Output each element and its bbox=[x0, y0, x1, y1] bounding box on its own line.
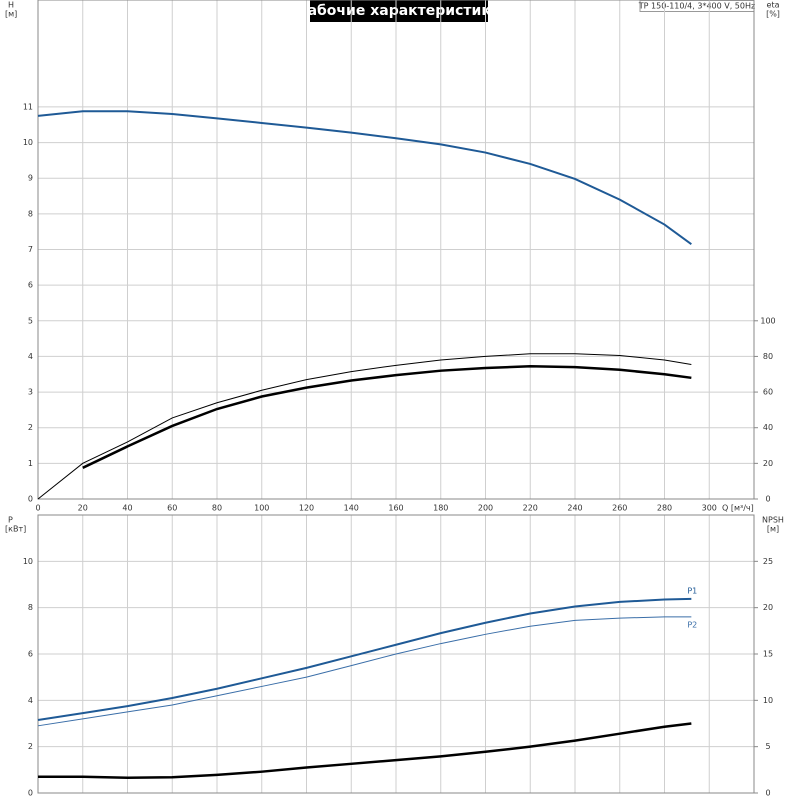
series-label: P1 bbox=[687, 586, 697, 595]
y2-tick-label: 20 bbox=[763, 603, 773, 612]
y-tick-label: 7 bbox=[28, 245, 33, 254]
y2-tick-label: 100 bbox=[760, 316, 775, 325]
y-tick-label: 2 bbox=[28, 742, 33, 751]
plot-frame bbox=[37, 514, 755, 794]
y-axis-unit: [м] bbox=[5, 10, 17, 19]
x-tick-label: 260 bbox=[612, 504, 627, 513]
y-tick-label: 0 bbox=[28, 495, 33, 504]
y-tick-label: 4 bbox=[28, 696, 33, 705]
x-tick-label: 300 bbox=[702, 504, 717, 513]
x-tick-label: 100 bbox=[254, 504, 269, 513]
y-tick-label: 4 bbox=[28, 352, 33, 361]
series-line bbox=[82, 364, 692, 469]
y2-tick-label: 40 bbox=[763, 423, 773, 432]
y-axis-label: H bbox=[8, 1, 14, 10]
x-tick-label: 180 bbox=[433, 504, 448, 513]
x-tick-label: 220 bbox=[523, 504, 538, 513]
y-tick-label: 3 bbox=[28, 388, 33, 397]
y-tick-label: 6 bbox=[28, 650, 33, 659]
y2-tick-label: 15 bbox=[763, 650, 773, 659]
y2-tick-label: 0 bbox=[765, 495, 770, 504]
y2-tick-label: 60 bbox=[763, 388, 773, 397]
y-axis-label: P bbox=[8, 516, 13, 525]
x-tick-label: 160 bbox=[388, 504, 403, 513]
x-tick-label: 240 bbox=[567, 504, 582, 513]
x-tick-label: 20 bbox=[78, 504, 88, 513]
x-tick-label: 140 bbox=[344, 504, 359, 513]
y-tick-label: 9 bbox=[28, 174, 33, 183]
y-tick-label: 10 bbox=[23, 138, 33, 147]
y2-tick-label: 20 bbox=[763, 459, 773, 468]
y-tick-label: 1 bbox=[28, 459, 33, 468]
title-box bbox=[310, 0, 488, 22]
x-tick-label: 280 bbox=[657, 504, 672, 513]
y-tick-label: 11 bbox=[23, 102, 33, 111]
x-tick-label: 200 bbox=[478, 504, 493, 513]
plot-frame bbox=[37, 0, 755, 500]
y2-tick-label: 25 bbox=[763, 557, 773, 566]
x-tick-label: 40 bbox=[122, 504, 132, 513]
y-tick-label: 8 bbox=[28, 603, 33, 612]
y2-axis-unit: [м] bbox=[767, 525, 779, 534]
series-line bbox=[37, 110, 692, 245]
y-tick-label: 6 bbox=[28, 281, 33, 290]
y-tick-label: 10 bbox=[23, 557, 33, 566]
x-tick-label: 60 bbox=[167, 504, 177, 513]
x-tick-label: 120 bbox=[299, 504, 314, 513]
y-tick-label: 0 bbox=[28, 789, 33, 798]
x-tick-label: 0 bbox=[35, 504, 40, 513]
y-tick-label: 5 bbox=[28, 316, 33, 325]
chart-title: Рабочие характеристики bbox=[297, 3, 500, 19]
x-axis-label: Q [м³/ч] bbox=[722, 504, 754, 513]
series-line bbox=[37, 616, 692, 727]
y-tick-label: 8 bbox=[28, 209, 33, 218]
y2-tick-label: 5 bbox=[765, 742, 770, 751]
series-label: P2 bbox=[687, 620, 697, 629]
series-line bbox=[37, 597, 692, 722]
y2-axis-label: NPSH bbox=[762, 516, 784, 525]
y2-axis-label: eta bbox=[767, 1, 780, 10]
y2-axis-unit: [%] bbox=[766, 10, 780, 19]
y-tick-label: 2 bbox=[28, 423, 33, 432]
series-line bbox=[38, 722, 692, 779]
x-tick-label: 80 bbox=[212, 504, 222, 513]
y2-tick-label: 0 bbox=[765, 789, 770, 798]
note: TP 150-110/4, 3*400 V, 50Hz bbox=[638, 2, 755, 11]
series-line bbox=[37, 353, 692, 500]
y2-tick-label: 10 bbox=[763, 696, 773, 705]
y2-tick-label: 80 bbox=[763, 352, 773, 361]
y-axis-unit: [кВт] bbox=[5, 525, 26, 534]
